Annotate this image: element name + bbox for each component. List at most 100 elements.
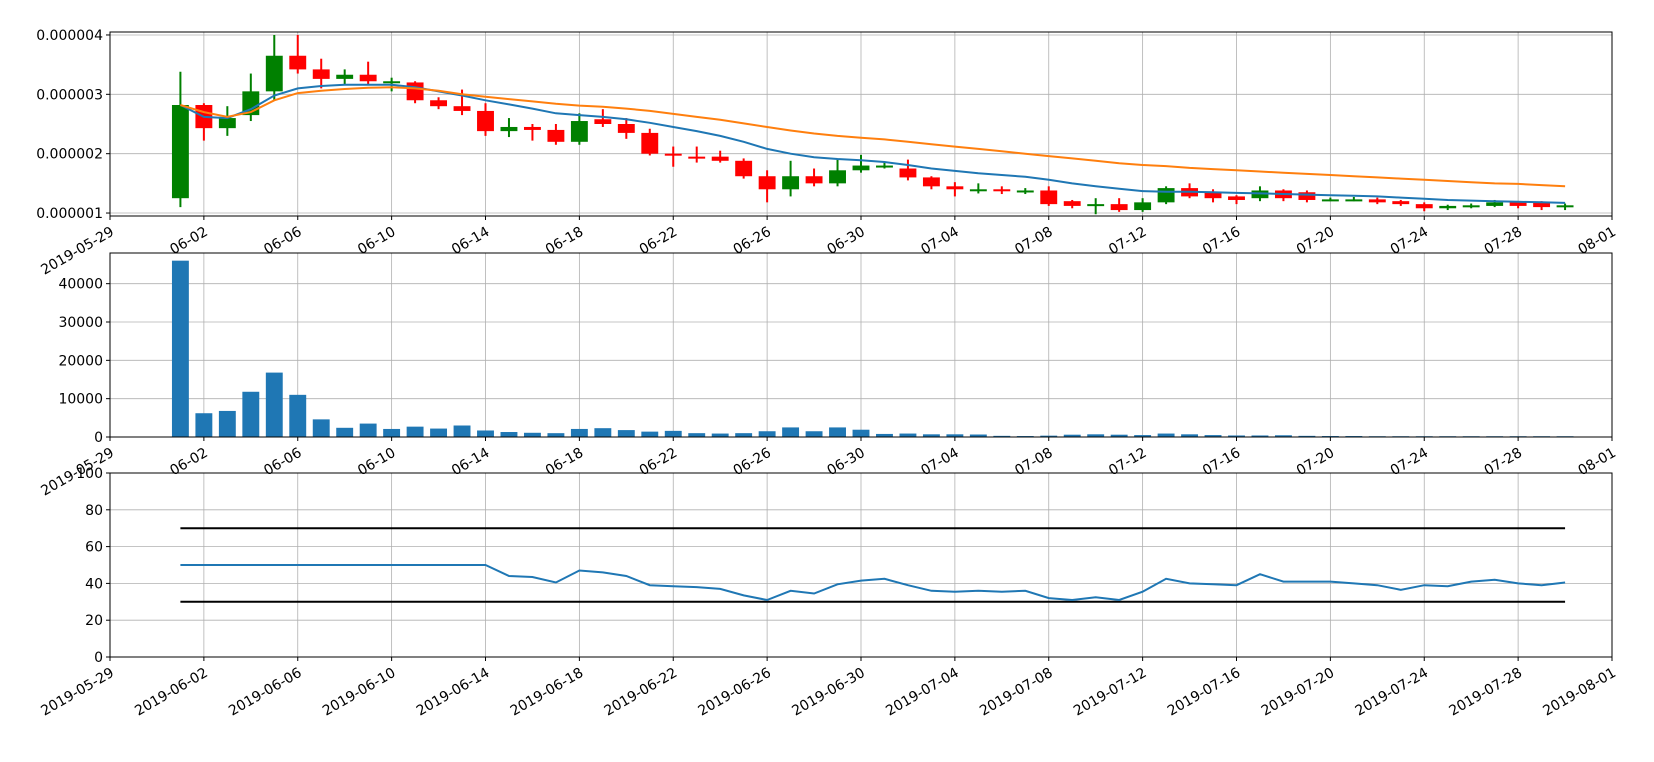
x-tick-label: 2019-06-30 bbox=[789, 665, 867, 720]
volume-bar bbox=[500, 432, 518, 437]
candle-down bbox=[946, 186, 964, 190]
y-tick-label: 0.000004 bbox=[36, 28, 103, 44]
candle-up bbox=[1087, 204, 1105, 207]
x-tick-label: 2019-05-29 bbox=[38, 665, 116, 720]
y-axis: 0 10000 20000 30000 40000 bbox=[58, 277, 110, 446]
grid-lines bbox=[109, 253, 1613, 438]
x-tick-label: 2019-06-06 bbox=[226, 665, 305, 720]
volume-bar bbox=[1228, 435, 1245, 437]
volume-bar bbox=[523, 432, 541, 437]
candle-up bbox=[969, 189, 987, 192]
candle-up bbox=[1321, 199, 1339, 202]
volume-bar bbox=[782, 427, 800, 437]
x-tick-label: 2019-06-22 bbox=[602, 665, 680, 720]
volume-bar bbox=[899, 433, 917, 437]
candle-up bbox=[1439, 205, 1457, 209]
oscillator-line-panel: 0 20 40 60 80 100 2019-05-29 2019-06-02 2019-06-… bbox=[38, 466, 1618, 719]
volume-bar bbox=[829, 427, 846, 437]
volume-bar bbox=[946, 434, 964, 437]
volume-bar bbox=[359, 423, 377, 437]
candle-up bbox=[1016, 190, 1034, 193]
volume-bar bbox=[735, 433, 753, 437]
x-tick-label: 2019-05-29 bbox=[38, 224, 116, 279]
x-tick-label: 2019-07-24 bbox=[1353, 665, 1432, 720]
candle-up bbox=[500, 126, 518, 132]
volume-bar bbox=[453, 425, 471, 437]
volume-bar bbox=[171, 260, 189, 437]
x-tick-label: 2019-06-02 bbox=[132, 665, 210, 720]
volume-bar bbox=[1110, 434, 1128, 437]
y-axis: 0.000001 0.000002 0.000003 0.000004 bbox=[36, 28, 110, 222]
grid-lines bbox=[109, 32, 1613, 216]
candle-down bbox=[477, 110, 494, 132]
volume-bar-panel: 0 10000 20000 30000 40000 2019-05-29 06-02 06-0… bbox=[38, 252, 1619, 499]
x-tick-label: 2019-06-10 bbox=[320, 665, 398, 720]
candle-down bbox=[1298, 192, 1316, 200]
y-tick-label: 0.000002 bbox=[36, 147, 103, 163]
volume-bar bbox=[477, 430, 494, 437]
x-tick-label: 2019-07-20 bbox=[1259, 665, 1337, 720]
volume-bar bbox=[312, 419, 330, 437]
volume-bar bbox=[688, 433, 706, 437]
volume-bar bbox=[641, 431, 659, 437]
volume-bar bbox=[617, 430, 635, 437]
volume-bar bbox=[594, 428, 612, 437]
candle-down bbox=[805, 176, 823, 184]
candle-up bbox=[829, 170, 846, 184]
candle-up bbox=[1486, 202, 1504, 206]
y-tick-label: 80 bbox=[85, 503, 103, 519]
volume-bar bbox=[383, 428, 401, 437]
y-tick-label: 0 bbox=[94, 430, 103, 446]
data-marks bbox=[171, 260, 1574, 437]
candle-down bbox=[1392, 201, 1410, 205]
candle-down bbox=[711, 156, 729, 161]
y-tick-label: 100 bbox=[76, 466, 103, 482]
candle-up bbox=[570, 121, 588, 142]
candle-down bbox=[993, 189, 1011, 192]
y-tick-label: 40 bbox=[85, 576, 103, 592]
candle-down bbox=[641, 132, 659, 154]
candle-up bbox=[1556, 205, 1574, 208]
volume-bar bbox=[1134, 435, 1152, 437]
candle-down bbox=[289, 55, 307, 70]
y-tick-label: 60 bbox=[85, 540, 103, 556]
volume-bar bbox=[570, 428, 588, 437]
volume-bar bbox=[1087, 434, 1105, 437]
candle-down bbox=[359, 74, 377, 82]
volume-bar bbox=[242, 391, 260, 437]
volume-bar bbox=[1063, 434, 1081, 437]
y-tick-label: 10000 bbox=[58, 392, 103, 408]
y-tick-label: 20 bbox=[85, 613, 103, 629]
candle-down bbox=[1040, 190, 1058, 205]
candle-down bbox=[1204, 192, 1222, 199]
volume-bar bbox=[922, 434, 940, 437]
x-tick-label: 2019-08-01 bbox=[1540, 665, 1618, 720]
volume-bar bbox=[289, 394, 307, 437]
volume-bar bbox=[1040, 435, 1058, 437]
candle-down bbox=[430, 100, 448, 107]
x-tick-label: 2019-07-16 bbox=[1165, 665, 1244, 720]
data-marks bbox=[180, 527, 1566, 603]
volume-bar bbox=[1157, 433, 1175, 437]
x-tick-label: 2019-06-14 bbox=[414, 665, 493, 720]
volume-bar bbox=[195, 413, 213, 437]
candle-down bbox=[453, 106, 471, 111]
volume-bar bbox=[265, 372, 283, 437]
volume-bar bbox=[805, 431, 823, 437]
x-tick-label: 2019-07-04 bbox=[883, 665, 962, 720]
candle-down bbox=[406, 82, 424, 101]
y-tick-label: 0 bbox=[94, 650, 103, 666]
candle-down bbox=[688, 156, 706, 159]
candle-down bbox=[899, 168, 917, 178]
candle-down bbox=[1533, 202, 1551, 208]
volume-bar bbox=[547, 433, 565, 437]
y-tick-label: 20000 bbox=[58, 353, 103, 369]
volume-bar bbox=[218, 410, 236, 437]
candle-down bbox=[547, 129, 565, 142]
y-tick-label: 40000 bbox=[58, 277, 103, 293]
candle-up bbox=[336, 74, 354, 79]
volume-bar bbox=[711, 433, 729, 437]
candle-down bbox=[617, 124, 635, 133]
